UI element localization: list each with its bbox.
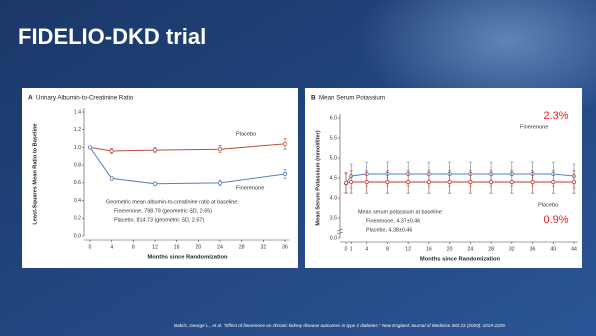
annotation: Placebo, 814.73 (geometric SD, 2.67) [114,217,204,223]
annotation: Finerenone, 798.79 (geometric SD, 2.65) [114,208,212,214]
legend-label: Placebo [236,131,256,137]
marker [447,180,452,184]
y-tick-label: 5.5 [330,135,337,141]
axis-break [336,228,344,235]
marker [344,180,348,185]
y-tick-label: 0.0 [330,235,337,241]
panel-letter: B [311,95,316,102]
marker [572,180,576,184]
x-tick-label: 12 [405,246,411,252]
marker [349,180,354,184]
citation: Bakris, George L., et al. "Effect of fin… [174,323,506,328]
marker [406,180,411,184]
y-tick-label: 4.5 [330,175,337,181]
y-tick-label: 0.2 [74,216,81,222]
x-tick-label: 0 [89,244,92,250]
y-tick-label: 0.0 [74,233,81,239]
x-tick-label: 4 [110,244,113,250]
marker [426,180,431,184]
y-tick-label: 4.0 [330,195,337,201]
x-tick-label: 16 [174,244,180,250]
x-tick-label: 36 [530,246,536,252]
x-tick-label: 24 [217,244,223,250]
y-tick-label: 1.0 [74,145,81,151]
chart-title: Mean Serum Potassium [319,95,385,102]
marker [530,180,535,184]
chart-panel [305,88,582,268]
x-tick-label: 24 [467,246,473,252]
marker [218,180,222,185]
x-axis-label: Months since Randomization [147,255,228,261]
x-tick-label: 32 [509,246,515,252]
y-tick-label: 1.2 [74,127,81,133]
marker [153,181,157,186]
marker [364,180,369,184]
marker [283,141,287,146]
x-tick-label: 16 [426,246,432,252]
annotation: Mean serum potassium at baseline: [358,209,443,215]
marker [489,180,494,184]
x-tick-label: 20 [195,244,201,250]
x-tick-label: 32 [260,244,266,250]
marker [509,180,514,184]
x-tick-label: 36 [282,244,288,250]
marker [109,176,114,181]
x-tick-label: 12 [152,244,158,250]
legend-label: Placebo [538,202,558,208]
y-tick-label: 5.0 [330,155,337,161]
panel-letter: A [28,95,33,102]
marker [109,149,114,153]
x-tick-label: 1 [350,246,353,252]
callout: 0.9% [543,214,568,226]
slide-title: FIDELIO-DKD trial [18,24,206,49]
x-tick-label: 44 [571,246,577,252]
annotation: Placebo, 4.38±0.46 [366,227,412,233]
y-axis-label: Mean Serum Potassium (mmol/liter) [315,130,321,225]
annotation: Finerenone, 4.37±0.46 [366,218,420,224]
x-tick-label: 0 [345,246,348,252]
chart-title: Urinary Albumin-to-Creatinine Ratio [36,95,134,102]
x-axis-label: Months since Randomization [420,257,501,263]
annotation: Geometric mean albumin-to-creatinine rat… [106,199,239,205]
x-tick-label: 20 [447,246,453,252]
y-tick-label: 0.6 [74,180,81,186]
marker [88,145,92,150]
y-tick-label: 3.5 [330,215,337,221]
y-tick-label: 0.4 [74,198,81,204]
x-tick-label: 8 [132,244,135,250]
callout: 2.3% [543,110,568,122]
x-tick-label: 28 [488,246,494,252]
x-tick-label: 4 [365,246,368,252]
y-tick-label: 6.0 [330,115,337,121]
marker [385,180,390,184]
legend-label: Finerenone [520,124,548,130]
marker [468,180,473,184]
legend-label: Finerenone [236,185,264,191]
x-tick-label: 8 [386,246,389,252]
marker [283,172,287,176]
x-tick-label: 40 [550,246,556,252]
y-tick-label: 1.4 [74,109,81,115]
y-axis-label: Least-Squares Mean Ratio to Baseline [32,123,38,224]
marker [218,147,222,152]
y-tick-label: 0.8 [74,163,81,169]
marker [153,148,157,153]
marker [551,180,556,184]
x-tick-label: 28 [239,244,245,250]
